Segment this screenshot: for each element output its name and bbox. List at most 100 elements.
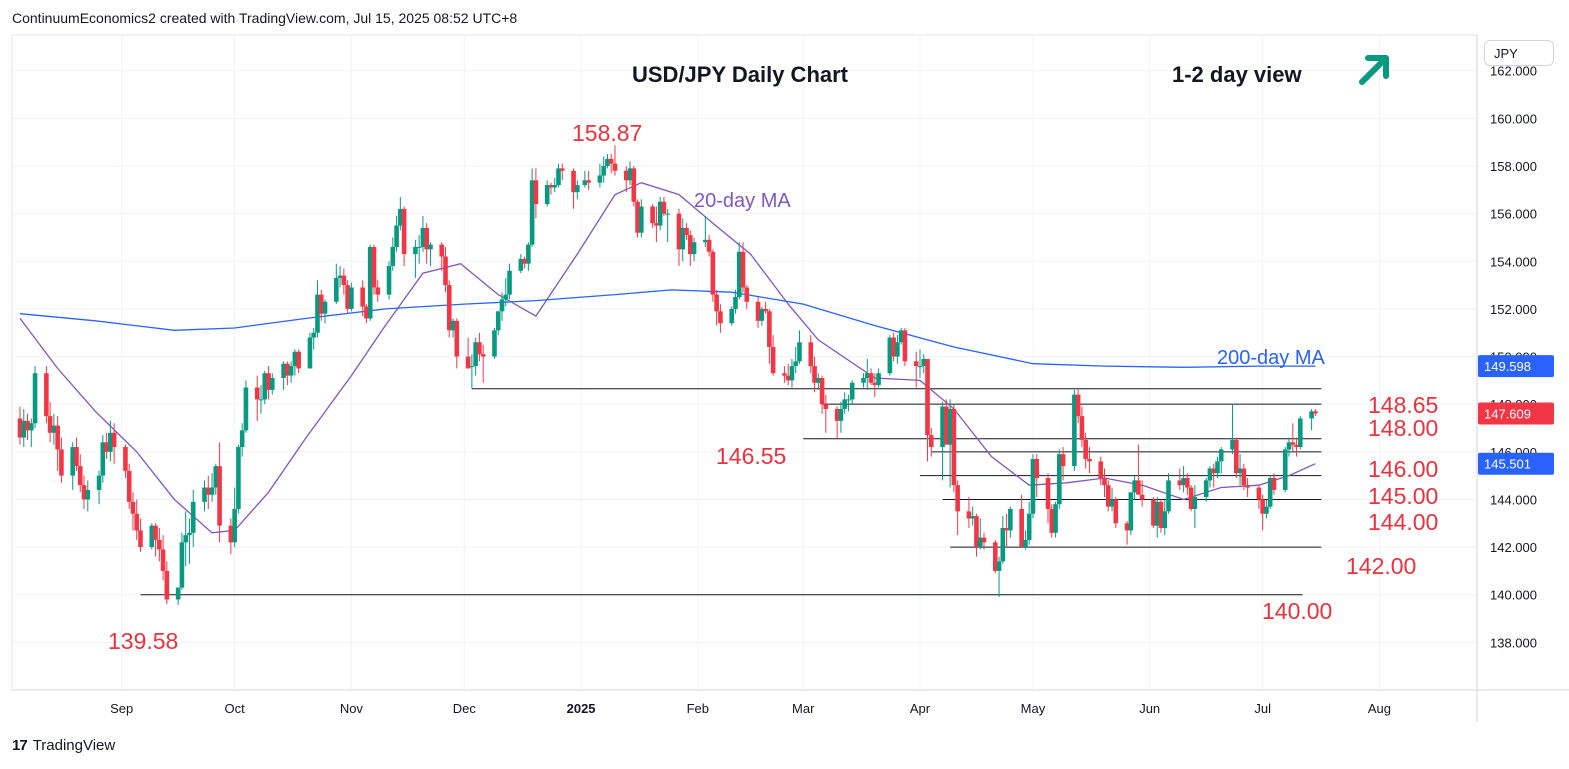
candle-body	[318, 294, 324, 314]
candle	[1102, 468, 1107, 498]
candle	[872, 373, 878, 398]
candle	[556, 163, 561, 188]
candle-body	[631, 168, 637, 202]
candle-body	[571, 170, 576, 193]
candle-body	[1298, 418, 1303, 448]
level-label-148-00: 148.00	[1368, 415, 1439, 441]
candle-body	[1166, 480, 1171, 512]
candle-body	[262, 373, 268, 400]
candle-body	[785, 375, 791, 381]
candle-body	[269, 377, 275, 390]
candle-body	[921, 358, 927, 367]
candle-body	[28, 423, 34, 431]
candle	[454, 318, 460, 369]
candle-body	[816, 377, 821, 383]
candle	[1049, 504, 1055, 538]
candle	[605, 154, 610, 169]
currency-unit-button[interactable]: JPY	[1484, 40, 1554, 66]
candle-body	[556, 168, 561, 186]
candle	[951, 404, 957, 493]
candle-body	[1083, 439, 1088, 459]
candle-body	[1215, 461, 1220, 474]
candle	[428, 242, 433, 267]
candle	[239, 423, 245, 457]
candle-body	[1004, 528, 1009, 531]
candle	[1282, 447, 1288, 493]
candle-body	[1105, 485, 1111, 507]
tradingview-logo[interactable]: 17 TradingView	[12, 737, 115, 754]
candle	[944, 399, 949, 445]
candle-body	[1294, 444, 1299, 448]
candle	[1026, 501, 1032, 545]
candle-body	[846, 399, 851, 401]
y-tick-label: 140.000	[1490, 588, 1537, 603]
candle	[782, 366, 787, 383]
candle	[345, 280, 350, 314]
candle-body	[465, 356, 471, 369]
candle-body	[315, 294, 320, 333]
candle	[955, 480, 960, 536]
candle-body	[1267, 478, 1273, 507]
candle	[371, 244, 377, 295]
candle	[108, 420, 113, 462]
price-tags: 149.598 147.609 145.501	[1478, 355, 1554, 475]
candle	[601, 156, 606, 183]
candle	[420, 216, 426, 252]
candle	[349, 282, 354, 312]
candle	[1233, 437, 1239, 479]
candle-body	[153, 525, 158, 540]
chart-attribution: ContinuumEconomics2 created with Trading…	[12, 10, 518, 26]
candle	[1045, 473, 1051, 524]
candle-body	[47, 416, 53, 433]
candle-body	[17, 418, 23, 438]
candle-body	[981, 537, 987, 543]
candle-body	[1075, 394, 1081, 417]
candle-body	[767, 311, 772, 348]
candle-body	[902, 330, 908, 362]
candle-body	[789, 366, 795, 381]
candle-body	[996, 561, 1002, 571]
candle	[157, 528, 162, 562]
candle-body	[55, 425, 60, 450]
candle-body	[59, 449, 64, 476]
candle-body	[1023, 539, 1028, 548]
candle	[311, 327, 317, 350]
candle-body	[1207, 468, 1213, 481]
candle-body	[217, 466, 222, 526]
candle-body	[1218, 449, 1224, 462]
candle	[334, 263, 339, 305]
candle	[650, 204, 655, 228]
candle-body	[190, 501, 196, 533]
candle-body	[1053, 504, 1058, 533]
candle	[876, 368, 881, 388]
candle	[1237, 454, 1243, 486]
candle-body	[703, 239, 708, 243]
candle	[100, 435, 106, 483]
price-tag-label: 145.501	[1484, 457, 1531, 472]
level-label-142-00: 142.00	[1346, 553, 1417, 579]
candle	[111, 423, 117, 464]
time-axis-labels: Sep Oct Nov Dec 2025 Feb Mar Apr May Jun Jul Aug	[110, 701, 1391, 716]
candle	[770, 335, 776, 376]
candle	[386, 261, 392, 300]
candle-body	[1286, 442, 1292, 450]
candle-body	[21, 420, 27, 438]
candle	[1245, 478, 1250, 498]
candle	[469, 354, 475, 389]
candle-body	[977, 537, 983, 548]
candle	[179, 532, 185, 590]
y-tick-label: 138.000	[1490, 635, 1537, 650]
candle	[1087, 447, 1092, 474]
candle	[559, 163, 565, 181]
ma20-label: 20-day MA	[694, 190, 791, 212]
candle	[913, 351, 919, 388]
candle	[123, 444, 128, 479]
candle-body	[680, 227, 686, 250]
candle	[28, 418, 34, 448]
candle-body	[925, 358, 930, 436]
candle-body	[157, 539, 162, 550]
candle-body	[1192, 497, 1198, 509]
candle-body	[597, 175, 603, 183]
candle-body	[413, 246, 418, 255]
